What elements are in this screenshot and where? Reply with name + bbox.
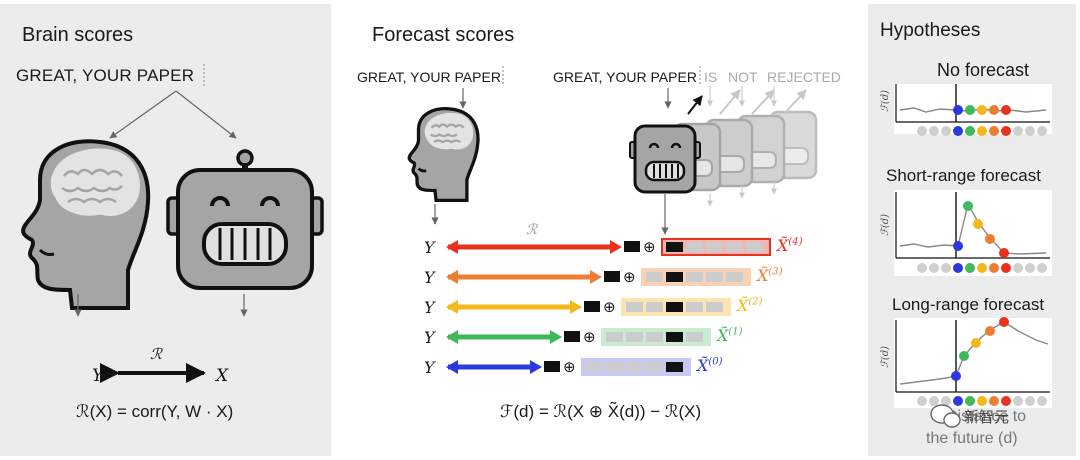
hyp3-dot-row [917,396,1047,406]
forecast-row-2 [446,298,731,316]
forecast-row-0 [446,358,691,376]
row1-oplus: ⊕ [583,329,596,346]
brain-r-symbol: ℛ [150,345,162,363]
hyp-chart-short-range [894,190,1052,276]
forecast-row-4 [446,238,771,256]
split-arrow-right [175,90,237,139]
brain-scores-title: Brain scores [22,24,134,46]
hyp-chart-no-forecast [894,84,1052,136]
distance-label-line1: Distance to [946,408,1027,425]
row2-y: Y [424,298,435,317]
future-arrow-not [719,89,741,115]
row0-oplus: ⊕ [563,359,576,376]
row4-y: Y [424,238,435,257]
future-word-not: NOT [728,69,758,85]
row0-y: Y [424,358,435,377]
future-arrow-rejected-1 [751,89,775,115]
wechat-icon [930,404,961,428]
human-head-large [21,139,151,310]
robot-large [166,149,324,290]
brain-y-label: Y [92,366,104,386]
row0-xtilde: X̃(0) [697,356,723,375]
row2-xtilde: X̃(2) [737,296,763,315]
row2-oplus: ⊕ [603,299,616,316]
robot-small [629,124,701,194]
future-arrow-rejected-2 [783,89,807,115]
row3-xtilde: X̃(3) [757,266,783,285]
future-word-rejected: REJECTED [767,69,841,85]
forecast-formula: ℱ(d) = ℛ(X ⊕ X̃(d)) − ℛ(X) [500,402,702,421]
case-short-title: Short-range forecast [886,166,1041,185]
row4-oplus: ⊕ [643,239,656,256]
row1-xtilde: X̃(1) [717,326,743,345]
case-long-title: Long-range forecast [892,295,1045,314]
row1-y: Y [424,328,435,347]
forecast-row-1 [446,328,711,346]
human-head-small [407,107,480,203]
forecast-sentence-brain: GREAT, YOUR PAPER [357,69,501,85]
forecast-sentence-model: GREAT, YOUR PAPER [553,69,697,85]
split-arrow-left [109,90,177,139]
brain-formula: ℛ(X) = corr(Y, W · X) [76,402,234,421]
watermark: 新智元 [964,409,1010,426]
future-word-is: IS [704,69,718,85]
hyp2-dot-row [917,263,1047,273]
brain-x-label: X [216,366,229,386]
forecast-scores-title: Forecast scores [372,24,515,46]
hyp1-dot-row [917,126,1047,136]
forecast-row-3 [446,268,751,286]
hyp-chart-long-range [894,317,1052,408]
row3-y: Y [424,268,435,287]
distance-label-line2: the future (d) [926,430,1018,447]
hypotheses-title: Hypotheses [880,20,981,41]
future-arrow-is [687,95,703,115]
brain-sentence: GREAT, YOUR PAPER [16,66,195,85]
row4-xtilde: X̃(4) [777,236,803,255]
row3-oplus: ⊕ [623,269,636,286]
case-no-forecast-title: No forecast [937,60,1030,80]
forecast-r-symbol: ℛ [526,222,538,238]
